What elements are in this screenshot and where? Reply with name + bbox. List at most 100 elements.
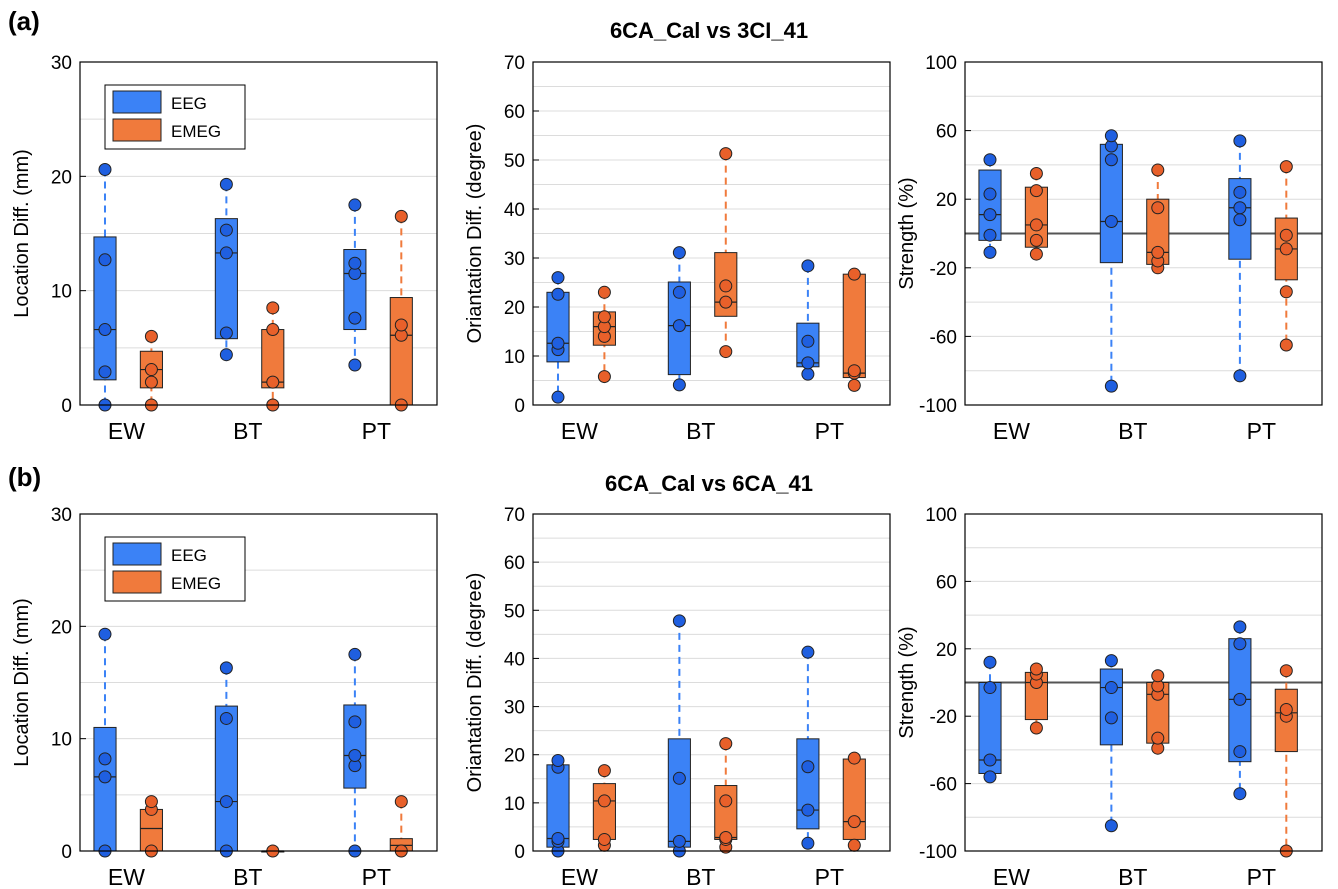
emeg-data-point: [1151, 731, 1165, 745]
panel-6: -100 -60 -20 20 60 100 Strength (%) EW BT PT: [896, 505, 1323, 889]
x-category-label: EW: [561, 418, 598, 444]
x-category-label: EW: [561, 864, 598, 889]
panel-5: 0 10 20 30 40 50 60 70 Oriantation Diff. (degree…: [464, 505, 891, 889]
emeg-data-point: [597, 832, 611, 846]
x-category-label: EW: [108, 864, 145, 889]
eeg-data-point: [801, 836, 815, 850]
panel-4: 0 10 20 30 Location Diff. (mm) EW BT PT EEG EMEG: [11, 505, 438, 889]
emeg-legend-swatch: [112, 118, 162, 142]
x-category-label: EW: [993, 418, 1030, 444]
y-tick-label: 50: [504, 151, 525, 172]
emeg-data-point: [719, 831, 733, 845]
eeg-legend-label: EEG: [171, 94, 207, 113]
x-category-label: PT: [1247, 864, 1276, 889]
eeg-data-point: [801, 367, 815, 381]
y-tick-label: 0: [61, 396, 72, 417]
emeg-data-point: [847, 815, 861, 829]
emeg-data-point: [1279, 338, 1293, 352]
eeg-data-point: [219, 661, 233, 675]
eeg-data-point: [672, 378, 686, 392]
panel-3: -100 -60 -20 20 60 100 Strength (%) EW BT PT: [896, 53, 1323, 444]
y-tick-label: 70: [504, 505, 525, 526]
eeg-data-point: [1233, 692, 1247, 706]
emeg-legend-swatch: [112, 570, 162, 594]
eeg-data-point: [348, 715, 362, 729]
y-tick-label: 40: [504, 649, 525, 670]
y-tick-label: 70: [504, 53, 525, 74]
emeg-data-point: [597, 794, 611, 808]
plot-frame: [532, 513, 891, 852]
emeg-data-point: [847, 267, 861, 281]
emeg-data-point: [719, 345, 733, 359]
y-tick-label: 10: [51, 282, 72, 303]
eeg-data-point: [219, 348, 233, 362]
y-tick-label: -20: [930, 707, 957, 728]
y-tick-label: -60: [930, 327, 957, 348]
eeg-data-point: [801, 334, 815, 348]
eeg-data-point: [98, 627, 112, 641]
emeg-data-point: [719, 737, 733, 751]
y-tick-label: 30: [504, 249, 525, 270]
eeg-box: [796, 738, 820, 830]
emeg-data-point: [1029, 247, 1043, 261]
eeg-data-point: [219, 795, 233, 809]
panel-1: 0 10 20 30 Location Diff. (mm) EW BT PT EEG EMEG: [11, 53, 438, 444]
y-tick-label: 60: [936, 572, 957, 593]
eeg-data-point: [551, 831, 565, 845]
y-tick-label: 20: [51, 167, 72, 188]
emeg-data-point: [144, 795, 158, 809]
eeg-data-point: [348, 198, 362, 212]
emeg-box: [592, 783, 616, 840]
eeg-data-point: [1104, 153, 1118, 167]
emeg-data-point: [1151, 163, 1165, 177]
emeg-data-point: [847, 751, 861, 765]
y-tick-label: 30: [51, 505, 72, 526]
eeg-data-point: [983, 208, 997, 222]
eeg-data-point: [219, 177, 233, 191]
emeg-data-point: [144, 375, 158, 389]
emeg-data-point: [1279, 664, 1293, 678]
eeg-data-point: [1233, 134, 1247, 148]
eeg-box: [343, 249, 367, 331]
emeg-data-point: [597, 370, 611, 384]
emeg-data-point: [1029, 166, 1043, 180]
x-category-label: PT: [362, 418, 391, 444]
eeg-data-point: [1233, 213, 1247, 227]
eeg-data-point: [801, 760, 815, 774]
plot-frame: [964, 61, 1323, 406]
y-tick-label: 0: [514, 842, 525, 863]
y-tick-label: -20: [930, 259, 957, 280]
emeg-legend-label: EMEG: [171, 574, 221, 593]
eeg-data-point: [1233, 369, 1247, 383]
eeg-data-point: [672, 614, 686, 628]
panel-2: 0 10 20 30 40 50 60 70 Oriantation Diff. (degree…: [464, 53, 891, 444]
emeg-data-point: [1151, 245, 1165, 259]
eeg-data-point: [219, 326, 233, 340]
y-tick-label: 30: [51, 53, 72, 74]
x-category-label: BT: [233, 418, 262, 444]
eeg-data-point: [98, 253, 112, 267]
y-tick-label: 10: [504, 347, 525, 368]
emeg-data-point: [1279, 285, 1293, 299]
eeg-data-point: [1104, 654, 1118, 668]
y-tick-label: 60: [504, 102, 525, 123]
eeg-data-point: [1104, 681, 1118, 695]
eeg-data-point: [983, 655, 997, 669]
y-axis-label: Location Diff. (mm): [11, 598, 33, 767]
y-tick-label: 30: [504, 698, 525, 719]
emeg-data-point: [1029, 184, 1043, 198]
eeg-data-point: [1233, 787, 1247, 801]
emeg-data-point: [1029, 233, 1043, 247]
eeg-data-point: [983, 753, 997, 767]
y-tick-label: 0: [514, 396, 525, 417]
eeg-legend-swatch: [112, 542, 162, 566]
y-tick-label: 10: [504, 794, 525, 815]
eeg-data-point: [1233, 201, 1247, 215]
eeg-data-point: [348, 256, 362, 270]
emeg-box: [389, 297, 413, 406]
emeg-data-point: [394, 209, 408, 223]
emeg-data-point: [847, 838, 861, 852]
eeg-data-point: [219, 246, 233, 260]
eeg-data-point: [551, 753, 565, 767]
